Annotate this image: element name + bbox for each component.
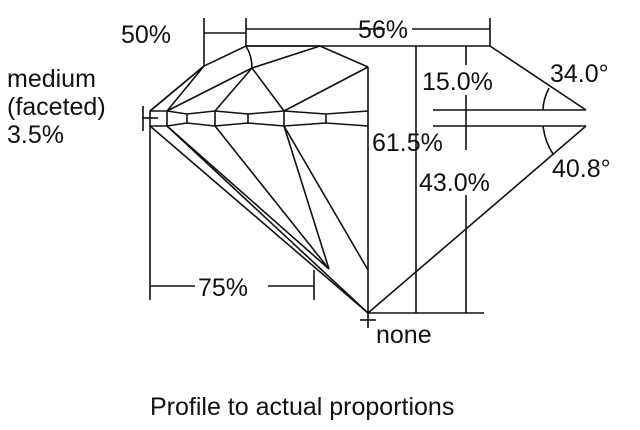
caption: Profile to actual proportions (150, 393, 454, 421)
lower-half-label: 75% (198, 274, 248, 302)
dimension-lines (142, 18, 554, 328)
labels: 50% 56% medium (faceted) 3.5% 15.0% 61.5… (7, 16, 611, 421)
star-length-label: 50% (121, 21, 171, 49)
girdle-label-line1: medium (7, 65, 96, 93)
diamond-outline (149, 45, 587, 314)
girdle-label-line2: (faceted) (7, 93, 106, 121)
culet-label: none (376, 321, 432, 349)
table-width-label: 56% (358, 16, 408, 44)
crown-height-label: 15.0% (422, 68, 493, 96)
girdle-label-line3: 3.5% (7, 121, 64, 149)
pavilion-angle-label: 40.8° (552, 155, 611, 183)
crown-angle-label: 34.0° (550, 60, 609, 88)
pavilion-depth-label: 43.0% (419, 169, 490, 197)
total-depth-label: 61.5% (372, 129, 443, 157)
